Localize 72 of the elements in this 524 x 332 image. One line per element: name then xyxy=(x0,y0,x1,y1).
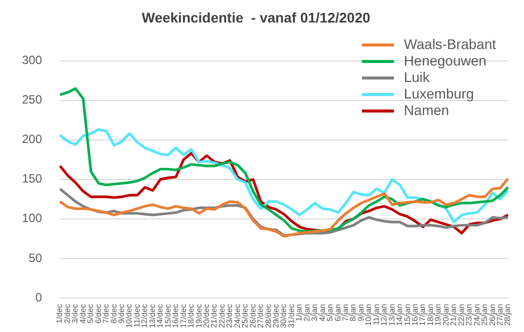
x-tick-label: 19/jan xyxy=(434,304,443,326)
x-tick-label: 17/jan xyxy=(418,304,428,326)
y-tick-label: 200 xyxy=(22,132,42,146)
x-tick-label: 8/dec xyxy=(109,304,118,324)
x-tick-label: 28/dec xyxy=(264,304,273,328)
x-tick-label: 21/dec xyxy=(210,304,219,328)
x-tick-label: 3/dec xyxy=(70,304,80,324)
x-tick-label: 25/jan xyxy=(480,304,490,326)
x-tick-label: 22/jan xyxy=(456,304,466,326)
x-tick-label: 5/jan xyxy=(326,304,335,322)
y-tick-label: 0 xyxy=(35,290,42,304)
x-tick-label: 16/jan xyxy=(410,304,420,326)
x-tick-label: 31/dec xyxy=(286,304,296,328)
legend-label: Luik xyxy=(404,68,431,85)
x-tick-label: 12/dec xyxy=(140,304,150,328)
x-tick-label: 28/jan xyxy=(503,304,512,326)
x-tick-label: 11/dec xyxy=(132,304,142,328)
x-tick-label: 27/dec xyxy=(256,304,266,328)
x-tick-label: 30/dec xyxy=(279,304,288,328)
x-tick-label: 13/dec xyxy=(148,304,157,328)
x-tick-label: 10/jan xyxy=(364,304,374,326)
x-tick-label: 24/dec xyxy=(232,304,242,328)
x-tick-label: 6/dec xyxy=(94,304,103,324)
x-tick-label: 19/dec xyxy=(194,304,204,328)
x-tick-label: 9/jan xyxy=(356,304,366,322)
x-tick-label: 15/jan xyxy=(402,304,412,326)
x-tick-label: 26/dec xyxy=(248,304,258,328)
x-tick-label: 16/dec xyxy=(171,304,180,328)
x-tick-label: 14/dec xyxy=(156,304,165,328)
x-tick-label: 13/jan xyxy=(387,304,396,326)
x-tick-label: 25/dec xyxy=(240,304,250,328)
x-tick-label: 10/dec xyxy=(124,304,134,328)
x-tick-label: 7/dec xyxy=(102,304,111,324)
x-tick-label: 4/jan xyxy=(318,304,327,322)
x-tick-label: 23/dec xyxy=(225,304,234,328)
x-tick-label: 21/jan xyxy=(449,304,458,326)
x-tick-label: 14/jan xyxy=(395,304,404,326)
x-tick-label: 17/dec xyxy=(178,304,188,328)
x-tick-label: 1/dec xyxy=(55,304,64,324)
legend-label: Waals-Brabant xyxy=(404,36,496,52)
x-tick-label: 3/jan xyxy=(310,304,320,322)
x-tick-label: 6/jan xyxy=(333,304,342,322)
legend-label: Luxemburg xyxy=(404,85,474,102)
chart-title: Weekincidentie - vanaf 01/12/2020 xyxy=(142,9,370,26)
x-tick-label: 24/jan xyxy=(472,304,482,326)
x-tick-label: 1/jan xyxy=(294,304,304,322)
x-tick-label: 23/jan xyxy=(464,304,474,326)
x-tick-label: 8/jan xyxy=(348,304,358,322)
x-tick-label: 9/dec xyxy=(117,304,126,324)
x-tick-label: 20/dec xyxy=(202,304,211,328)
x-tick-label: 15/dec xyxy=(163,304,172,328)
y-tick-label: 50 xyxy=(28,250,42,265)
x-tick-label: 7/jan xyxy=(341,304,350,322)
x-tick-label: 12/jan xyxy=(380,304,389,326)
x-tick-label: 27/jan xyxy=(495,304,504,326)
x-tick-label: 11/jan xyxy=(372,304,381,326)
legend-label: Namen xyxy=(404,102,450,118)
x-tick-label: 5/dec xyxy=(86,304,96,324)
x-tick-label: 29/dec xyxy=(271,304,280,328)
x-tick-label: 4/dec xyxy=(78,304,88,324)
x-tick-label: 20/jan xyxy=(441,304,450,326)
legend-label: Henegouwen xyxy=(404,52,486,68)
x-tick-label: 2/jan xyxy=(302,304,312,322)
x-tick-label: 18/dec xyxy=(186,304,196,328)
y-tick-label: 300 xyxy=(22,53,42,68)
y-tick-label: 250 xyxy=(22,92,42,107)
y-tick-label: 150 xyxy=(22,172,42,186)
x-tick-label: 2/dec xyxy=(62,304,72,324)
x-tick-label: 18/jan xyxy=(426,304,435,326)
x-tick-label: 22/dec xyxy=(217,304,226,328)
x-tick-label: 26/jan xyxy=(488,304,497,326)
y-tick-label: 100 xyxy=(22,211,42,226)
